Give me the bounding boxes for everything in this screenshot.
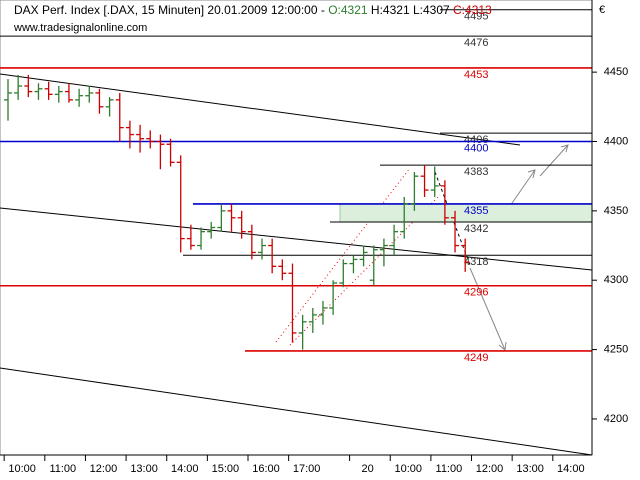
y-tick-label: 4400 <box>604 135 628 147</box>
level-label: 4296 <box>464 287 488 299</box>
x-tick-label: 16:00 <box>252 463 280 475</box>
trend-line <box>0 73 521 146</box>
x-tick-label: 14:00 <box>557 463 585 475</box>
header-high: H:4321 <box>370 3 410 17</box>
x-tick-label: 15:00 <box>212 463 240 475</box>
x-tick-label: 14:00 <box>171 463 199 475</box>
level-label: 4355 <box>464 205 488 217</box>
trend-line <box>0 367 593 456</box>
level-label: 4400 <box>464 142 488 154</box>
level-label: 4453 <box>464 69 488 81</box>
y-tick-label: 4250 <box>604 343 628 355</box>
header-low: L:4307 <box>412 3 450 17</box>
level-label: 4495 <box>464 11 488 23</box>
x-tick-label: 13:00 <box>130 463 158 475</box>
level-label: 4476 <box>464 37 488 49</box>
x-tick-label: 12:00 <box>90 463 118 475</box>
header-close: C:4313 <box>453 3 492 17</box>
header: DAX Perf. Index [.DAX, 15 Minuten] 20.01… <box>14 3 492 17</box>
x-tick-label: 10:00 <box>8 463 36 475</box>
x-tick-label: 11:00 <box>49 463 76 475</box>
header-open: O:4321 <box>328 3 368 17</box>
plot-area <box>0 0 593 456</box>
source: www.tradesignalonline.com <box>14 22 148 34</box>
level-label: 4342 <box>464 223 488 235</box>
level-label: 4383 <box>464 166 488 178</box>
x-tick-label: 11:00 <box>436 463 463 475</box>
y-tick-label: 4300 <box>604 274 628 286</box>
y-tick-label: 4350 <box>604 205 628 217</box>
level-label: 4406 <box>464 134 488 146</box>
header-title: DAX Perf. Index [.DAX, 15 Minuten] 20.01… <box>14 3 325 17</box>
level-label: 4318 <box>464 256 488 268</box>
y-tick-label: 4200 <box>604 413 628 425</box>
x-tick-label: 20 <box>361 463 373 475</box>
channel-line <box>275 167 411 343</box>
x-tick-label: 13:00 <box>516 463 544 475</box>
x-tick-label: 10:00 <box>394 463 422 475</box>
trend-line <box>0 207 593 271</box>
level-label: 4249 <box>464 352 488 364</box>
arrows <box>469 144 569 351</box>
x-tick-label: 12:00 <box>476 463 504 475</box>
x-tick-label: 17:00 <box>293 463 321 475</box>
y-tick-label: 4450 <box>604 66 628 78</box>
currency: € <box>599 4 605 16</box>
